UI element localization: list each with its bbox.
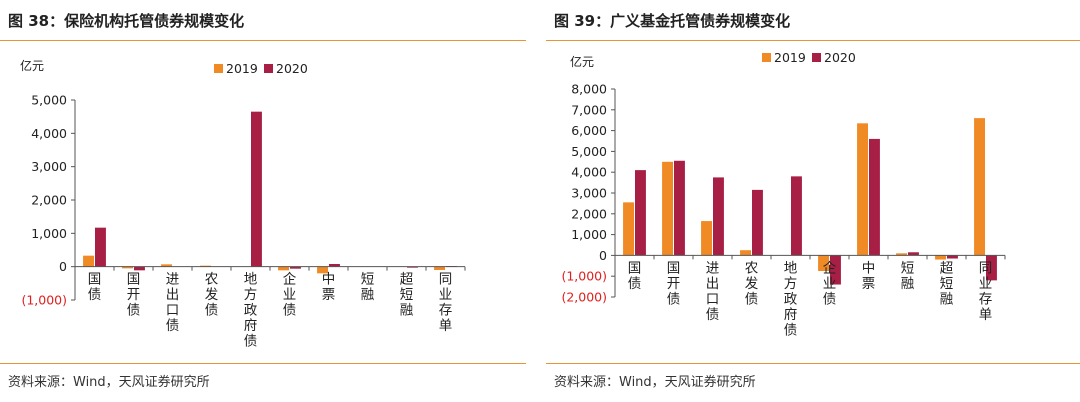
- legend-label: 2020: [824, 50, 856, 65]
- bar-2020: [251, 111, 262, 267]
- category-label: 国开债: [667, 260, 681, 307]
- bar-2020: [635, 170, 646, 256]
- y-tick-label: 2,000: [31, 193, 67, 208]
- category-label: 进出口债: [166, 272, 180, 335]
- category-label: 中票: [862, 260, 876, 292]
- category-label: 短融: [901, 260, 915, 292]
- source-rule: [546, 363, 1080, 364]
- bar-2019: [83, 255, 94, 267]
- category-label: 国开债: [127, 272, 141, 319]
- source-note: 资料来源：Wind，天风证券研究所: [554, 375, 756, 390]
- category-label: 地方政府债: [784, 260, 798, 338]
- bar-2020: [986, 255, 997, 281]
- bar-2019: [434, 266, 445, 270]
- legend-label: 2019: [226, 61, 258, 76]
- source-note: 资料来源：Wind，天风证券研究所: [8, 375, 210, 390]
- category-label: 同业存单: [439, 272, 453, 335]
- chart-panel-right: 图 39：广义基金托管债券规模变化 亿元 2019 2020 (2,000) (1,00…: [546, 0, 1080, 402]
- bar-2019: [740, 250, 751, 256]
- figure-title: 图 38：保险机构托管债券规模变化: [8, 12, 245, 30]
- category-label: 国债: [88, 272, 102, 304]
- bar-2019: [122, 266, 133, 269]
- y-tick-label: 3,000: [571, 186, 607, 201]
- source-rule: [0, 363, 526, 364]
- bar-2019: [317, 266, 328, 274]
- y-tick-label: 2,000: [571, 206, 607, 221]
- category-label: 企业债: [823, 259, 837, 307]
- bar-2019: [935, 255, 946, 260]
- y-tick-label: (1,000): [561, 269, 607, 284]
- y-tick-label: 1,000: [571, 227, 607, 242]
- category-label: 短融: [361, 272, 375, 304]
- chart-panel-left: 图 38：保险机构托管债券规模变化 亿元 2019 2020 (1,000) 0 1,00…: [0, 0, 526, 402]
- legend-swatch: [812, 53, 821, 62]
- y-tick-label: 7,000: [571, 102, 607, 117]
- bar-2020: [752, 189, 763, 256]
- category-label: 进出口债: [706, 260, 720, 323]
- legend-swatch: [762, 53, 771, 62]
- y-tick-label: 4,000: [571, 165, 607, 180]
- bar-2019: [701, 221, 712, 256]
- bar-2019: [896, 253, 907, 256]
- category-label: 中票: [322, 272, 336, 304]
- bar-2019: [161, 264, 172, 267]
- y-tick-label: 8,000: [571, 82, 607, 97]
- category-label: 企业债: [283, 271, 297, 319]
- y-tick-label: 3,000: [31, 159, 67, 174]
- bar-2019: [974, 118, 985, 256]
- bar-2019: [857, 123, 868, 256]
- bar-2019: [662, 161, 673, 256]
- y-tick-label: 4,000: [31, 126, 67, 141]
- category-label: 农发债: [745, 260, 759, 307]
- category-label: 超短融: [940, 260, 954, 307]
- bar-2020: [290, 266, 301, 269]
- bar-2020: [329, 264, 340, 267]
- y-tick-label: (2,000): [561, 290, 607, 305]
- category-label: 地方政府债: [244, 272, 258, 350]
- bar-2020: [908, 252, 919, 256]
- bar-chart: 亿元 2019 2020 (2,000) (1,000) 0 1,000 2,000 3,000…: [561, 50, 1006, 338]
- bar-2020: [713, 177, 724, 256]
- category-label: 农发债: [205, 272, 219, 319]
- y-tick-label: 0: [59, 259, 67, 274]
- bar-2019: [278, 266, 289, 271]
- y-tick-label: 5,000: [571, 144, 607, 159]
- legend-label: 2019: [774, 50, 806, 65]
- figure-title: 图 39：广义基金托管债券规模变化: [554, 12, 791, 30]
- category-label: 超短融: [400, 272, 414, 319]
- legend-swatch: [264, 64, 273, 73]
- y-tick-label: 5,000: [31, 93, 67, 108]
- y-tick-label: 0: [599, 248, 607, 263]
- category-label: 国债: [628, 260, 642, 292]
- bar-chart: 亿元 2019 2020 (1,000) 0 1,000 2,000 3,000 4,000 5,…: [20, 58, 466, 350]
- y-tick-label: 1,000: [31, 226, 67, 241]
- category-label: 同业存单: [979, 260, 993, 323]
- bar-2020: [134, 266, 145, 271]
- legend-label: 2020: [276, 61, 308, 76]
- bar-2020: [947, 255, 958, 259]
- bar-2020: [791, 176, 802, 256]
- bar-2020: [869, 138, 880, 256]
- unit-label: 亿元: [570, 54, 594, 69]
- title-rule: [0, 40, 526, 41]
- legend-swatch: [214, 64, 223, 73]
- bar-2019: [623, 202, 634, 256]
- y-tick-label: 6,000: [571, 123, 607, 138]
- title-rule: [546, 40, 1080, 41]
- bar-2019: [818, 255, 829, 271]
- bar-2020: [830, 255, 841, 285]
- y-tick-label: (1,000): [21, 293, 67, 308]
- unit-label: 亿元: [20, 58, 44, 73]
- bar-2020: [95, 227, 106, 267]
- bar-2020: [674, 160, 685, 256]
